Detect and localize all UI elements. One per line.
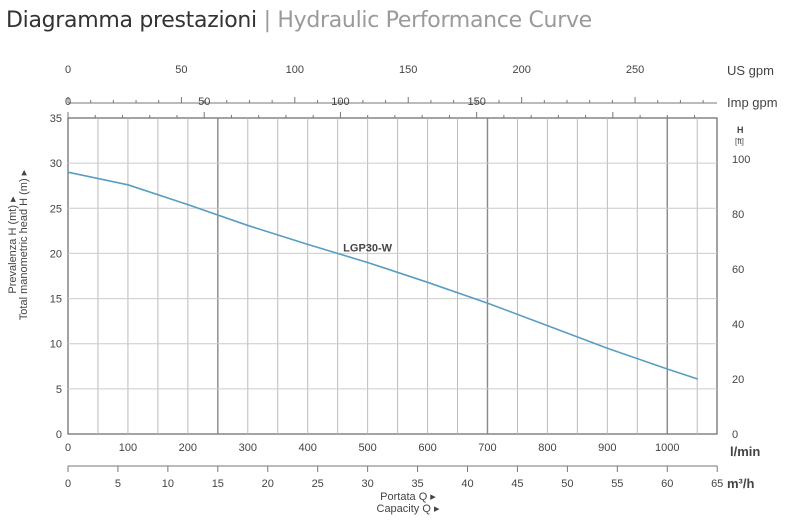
- usgpm-tick-label: 100: [286, 64, 304, 76]
- y-tick-label: 0: [56, 429, 62, 441]
- m3h-tick-label: 45: [511, 478, 523, 490]
- y-tick-label: 5: [56, 384, 62, 396]
- y-ft-tick-label: 80: [732, 209, 744, 221]
- y-ft-axis-unit: [ft]: [735, 137, 744, 146]
- x-tick-label: 0: [65, 442, 71, 454]
- data-point: [606, 347, 609, 350]
- m3h-tick-label: 60: [661, 478, 673, 490]
- series-line-LGP30-W: [67, 171, 698, 380]
- chart-title: Diagramma prestazioni | Hydraulic Perfor…: [6, 8, 592, 33]
- y-ft-tick-label: 60: [732, 264, 744, 276]
- data-point: [426, 281, 429, 284]
- m3h-tick-label: 5: [115, 478, 121, 490]
- x-axis-label-en: Capacity Q ▸: [377, 503, 440, 515]
- impgpm-tick-label: 0: [65, 96, 71, 108]
- title-english: Hydraulic Performance Curve: [277, 8, 592, 33]
- data-point: [546, 324, 549, 327]
- m3h-tick-label: 15: [212, 478, 224, 490]
- y-tick-label: 30: [50, 158, 62, 170]
- m3h-tick-label: 10: [162, 478, 174, 490]
- y-tick-label: 25: [50, 203, 62, 215]
- data-point: [486, 302, 489, 304]
- x-tick-label: 100: [119, 442, 137, 454]
- usgpm-axis-unit: US gpm: [727, 63, 774, 78]
- data-point: [67, 171, 69, 173]
- usgpm-tick-label: 200: [512, 64, 530, 76]
- x-tick-label: 1000: [655, 442, 679, 454]
- x-tick-label: 500: [358, 442, 376, 454]
- m3h-tick-label: 40: [461, 478, 473, 490]
- impgpm-tick-label: 150: [467, 96, 485, 108]
- m3h-tick-label: 0: [65, 478, 71, 490]
- y-tick-label: 10: [50, 339, 62, 351]
- data-point: [187, 203, 189, 206]
- data-point: [696, 378, 699, 380]
- y-tick-label: 35: [50, 113, 62, 125]
- data-point: [127, 184, 129, 186]
- y-tick-label: 15: [50, 294, 62, 306]
- title-separator: |: [256, 8, 278, 33]
- m3h-tick-label: 35: [411, 478, 423, 490]
- x-tick-label: 300: [239, 442, 257, 454]
- usgpm-tick-label: 250: [626, 64, 644, 76]
- usgpm-tick-label: 0: [65, 64, 71, 76]
- data-point: [666, 368, 669, 370]
- usgpm-tick-label: 150: [399, 64, 417, 76]
- x-tick-label: 400: [299, 442, 317, 454]
- data-point: [246, 224, 249, 227]
- m3h-tick-label: 20: [262, 478, 274, 490]
- y-axis-label-en: Total manometric head H (m) ▸: [18, 169, 30, 320]
- series-label: LGP30-W: [343, 243, 393, 255]
- x-tick-label: 800: [538, 442, 556, 454]
- impgpm-tick-label: 100: [331, 96, 349, 108]
- plot-area: [67, 117, 718, 435]
- y-axis-label-it: Prevalenza H (mt) ▸: [7, 196, 19, 294]
- data-point: [306, 243, 309, 246]
- y-ft-tick-label: 40: [732, 319, 744, 331]
- m3h-tick-label: 65: [711, 478, 723, 490]
- impgpm-axis-unit: Imp gpm: [727, 95, 778, 110]
- x-axis-unit: l/min: [730, 444, 760, 459]
- x-tick-label: 900: [598, 442, 616, 454]
- x-tick-label: 700: [478, 442, 496, 454]
- y-ft-tick-label: 20: [732, 374, 744, 386]
- x-tick-label: 600: [418, 442, 436, 454]
- data-point: [366, 261, 369, 264]
- usgpm-tick-label: 50: [175, 64, 187, 76]
- m3h-tick-label: 50: [561, 478, 573, 490]
- y-ft-tick-label: 100: [732, 154, 750, 166]
- m3h-axis-unit: m³/h: [727, 476, 755, 491]
- impgpm-tick-label: 50: [198, 96, 210, 108]
- y-tick-label: 20: [50, 248, 62, 260]
- y-ft-tick-label: 0: [732, 429, 738, 441]
- m3h-tick-label: 25: [312, 478, 324, 490]
- m3h-tick-label: 55: [611, 478, 623, 490]
- x-tick-label: 200: [179, 442, 197, 454]
- title-italian: Diagramma prestazioni: [6, 8, 257, 33]
- y-ft-axis-label: H: [737, 125, 744, 135]
- x-axis-label-it: Portata Q ▸: [380, 491, 436, 503]
- m3h-tick-label: 30: [362, 478, 374, 490]
